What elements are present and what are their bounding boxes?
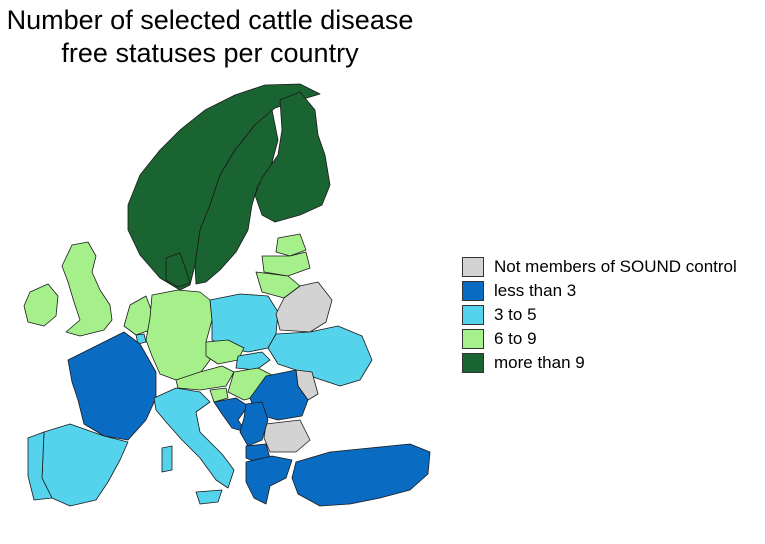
country-luxembourg: [135, 333, 147, 345]
country-finland: [254, 91, 331, 223]
legend-item-less-than-3: less than 3: [462, 280, 737, 302]
country-germany: [145, 289, 213, 381]
legend-swatch: [462, 257, 484, 277]
country-france: [67, 331, 157, 441]
legend-swatch: [462, 281, 484, 301]
legend-item-more-than-9: more than 9: [462, 352, 737, 374]
country-slovenia: [209, 387, 229, 403]
country-turkey: [291, 443, 431, 507]
country-sardinia: [161, 445, 173, 473]
country-ukraine: [267, 325, 373, 387]
legend-swatch: [462, 305, 484, 325]
country-denmark: [165, 252, 191, 288]
country-austria: [175, 365, 235, 391]
country-united-kingdom: [61, 241, 113, 337]
country-portugal: [27, 431, 53, 501]
map-title-line-1: Number of selected cattle disease: [6, 5, 414, 35]
country-belarus: [275, 281, 333, 333]
map-title-line-2: free statuses per country: [61, 38, 359, 68]
map-title: Number of selected cattle disease free s…: [0, 4, 420, 70]
country-greece: [245, 455, 293, 505]
legend-item-3-to-5: 3 to 5: [462, 304, 737, 326]
country-estonia: [275, 233, 307, 257]
country-italy: [153, 387, 235, 489]
country-serbia: [239, 401, 269, 447]
country-bulgaria: [263, 419, 311, 453]
map-legend: Not members of SOUND control less than 3…: [462, 256, 737, 376]
legend-label: Not members of SOUND control: [494, 257, 737, 276]
legend-label: less than 3: [494, 281, 577, 300]
legend-swatch: [462, 353, 484, 373]
legend-item-6-to-9: 6 to 9: [462, 328, 737, 350]
country-latvia: [261, 251, 311, 277]
legend-label: 3 to 5: [494, 305, 537, 324]
country-slovakia: [235, 351, 271, 371]
legend-swatch: [462, 329, 484, 349]
country-sicily: [195, 489, 223, 505]
legend-label: more than 9: [494, 353, 585, 372]
legend-item-not-members: Not members of SOUND control: [462, 256, 737, 278]
country-ireland: [23, 283, 59, 327]
legend-label: 6 to 9: [494, 329, 537, 348]
